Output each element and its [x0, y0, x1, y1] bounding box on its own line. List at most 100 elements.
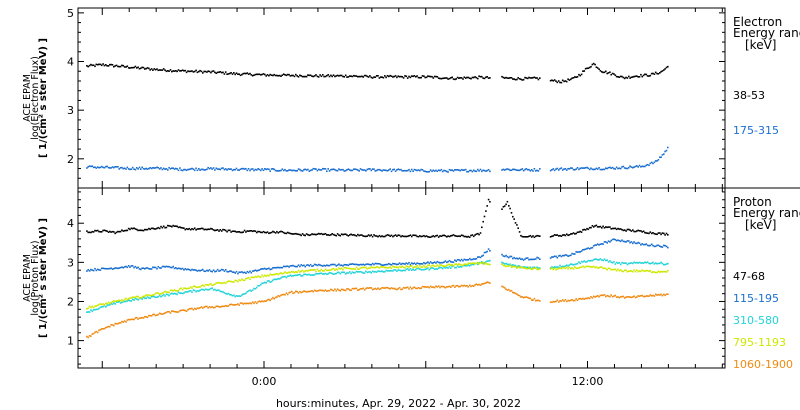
- data-point: [534, 267, 537, 269]
- data-point: [281, 293, 284, 296]
- data-point: [472, 169, 475, 172]
- data-point: [629, 229, 631, 231]
- data-point: [218, 230, 220, 232]
- data-point: [357, 233, 359, 236]
- data-point: [641, 75, 643, 78]
- data-point: [320, 169, 323, 171]
- data-point: [118, 65, 120, 68]
- data-point: [323, 264, 325, 267]
- data-point: [373, 234, 375, 236]
- data-point: [518, 78, 521, 80]
- data-point: [102, 63, 104, 65]
- data-point: [610, 268, 612, 271]
- data-point: [158, 312, 161, 315]
- data-point: [313, 273, 316, 276]
- data-point: [121, 229, 123, 231]
- data-point: [130, 265, 133, 267]
- data-point: [273, 266, 275, 269]
- data-point: [377, 287, 379, 289]
- data-point: [437, 267, 440, 269]
- data-point: [623, 240, 626, 243]
- data-point: [311, 290, 313, 292]
- data-point: [286, 73, 289, 76]
- data-point: [86, 167, 88, 169]
- data-point: [650, 161, 653, 164]
- data-point: [198, 70, 200, 73]
- data-point: [474, 263, 476, 265]
- data-point: [534, 258, 537, 260]
- data-point: [105, 64, 107, 66]
- data-point: [629, 77, 631, 79]
- data-point: [375, 262, 378, 265]
- data-point: [516, 267, 518, 269]
- data-point: [405, 262, 408, 264]
- data-point: [448, 265, 451, 268]
- data-point: [339, 169, 342, 171]
- data-point: [371, 235, 374, 238]
- data-point: [311, 269, 313, 271]
- data-point: [637, 76, 639, 78]
- data-point: [431, 262, 433, 264]
- data-point: [660, 156, 662, 158]
- data-point: [522, 78, 525, 81]
- data-point: [628, 262, 630, 265]
- data-point: [454, 263, 456, 266]
- data-point: [446, 170, 448, 173]
- data-point: [417, 266, 420, 269]
- data-point: [529, 297, 532, 300]
- data-point: [441, 285, 444, 288]
- data-point: [428, 236, 431, 238]
- data-point: [483, 263, 486, 265]
- data-point: [146, 228, 149, 231]
- data-point: [204, 305, 207, 308]
- data-point: [115, 166, 118, 168]
- data-point: [343, 170, 346, 172]
- data-point: [472, 235, 475, 238]
- data-point: [96, 304, 99, 307]
- data-point: [353, 272, 355, 274]
- data-point: [193, 289, 196, 292]
- data-point: [408, 269, 410, 271]
- legend-entry: 310-580: [733, 314, 779, 327]
- data-point: [401, 262, 404, 265]
- data-point: [90, 306, 92, 309]
- data-point: [371, 168, 374, 170]
- data-point: [262, 169, 265, 172]
- data-point: [578, 73, 580, 76]
- data-point: [136, 295, 138, 298]
- data-point: [404, 269, 406, 272]
- data-point: [632, 296, 634, 298]
- data-point: [134, 65, 137, 68]
- data-point: [280, 169, 282, 172]
- data-point: [357, 289, 359, 291]
- data-point: [657, 244, 660, 247]
- data-point: [565, 169, 568, 171]
- data-point: [439, 169, 441, 172]
- data-point: [464, 263, 467, 265]
- data-point: [478, 233, 480, 236]
- data-point: [423, 261, 425, 264]
- data-point: [118, 322, 120, 324]
- data-point: [242, 271, 244, 274]
- data-point: [203, 270, 205, 272]
- data-point: [129, 297, 131, 299]
- data-point: [447, 171, 449, 173]
- data-point: [435, 285, 437, 287]
- data-point: [346, 288, 348, 290]
- data-point: [110, 267, 112, 269]
- data-point: [220, 230, 223, 232]
- data-point: [208, 269, 211, 271]
- data-point: [286, 275, 289, 278]
- data-point: [296, 290, 298, 293]
- data-point: [126, 266, 129, 269]
- data-point: [300, 75, 302, 77]
- data-point: [378, 288, 381, 291]
- data-point: [409, 268, 412, 270]
- data-point: [640, 166, 642, 168]
- data-point: [532, 258, 534, 261]
- data-point: [191, 167, 193, 170]
- data-point: [353, 263, 355, 266]
- data-point: [327, 234, 329, 236]
- data-point: [211, 287, 213, 289]
- data-point: [505, 254, 507, 257]
